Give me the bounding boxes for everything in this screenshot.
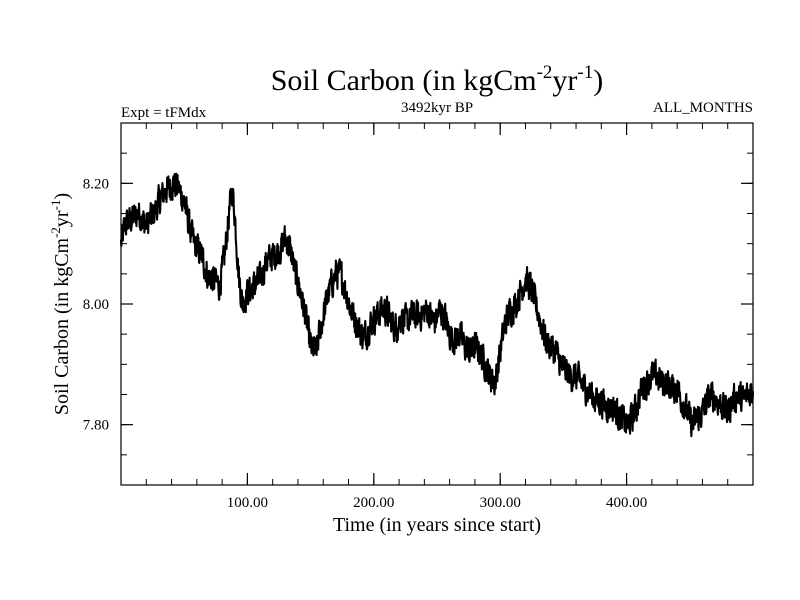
major-ticks [121, 123, 753, 485]
ylabel-mid: yr [51, 210, 73, 227]
chart-title: Soil Carbon (in kgCm-2yr-1) [271, 62, 604, 97]
x-tick-label: 100.00 [227, 495, 268, 511]
y-tick-label: 7.80 [83, 418, 109, 434]
x-tick-label: 300.00 [480, 495, 521, 511]
plot-frame [120, 122, 754, 486]
minor-ticks [121, 123, 753, 485]
x-axis-label: Time (in years since start) [333, 514, 541, 536]
y-tick-labels: 7.80 8.00 8.20 [83, 176, 109, 433]
months-label: ALL_MONTHS [653, 100, 753, 116]
ylabel-sup2: -1 [48, 200, 63, 211]
ylabel-close: ) [51, 193, 73, 200]
y-tick-label: 8.20 [83, 176, 109, 192]
soil-carbon-series-line [119, 172, 755, 438]
ylabel-sup1: -2 [48, 227, 63, 238]
title-main: Soil Carbon (in kgCm [271, 64, 537, 97]
ylabel-main: Soil Carbon (in kgCm [51, 237, 73, 415]
title-mid: yr [552, 64, 577, 97]
title-sup1: -2 [537, 62, 553, 83]
period-label: 3492kyr BP [401, 100, 473, 116]
title-sup2: -1 [577, 62, 593, 83]
y-tick-label: 8.00 [83, 297, 109, 313]
experiment-label: Expt = tFMdx [121, 105, 207, 121]
x-tick-labels: 100.00 200.00 300.00 400.00 [227, 495, 647, 511]
svg-text:Soil Carbon (in kgCm-2yr-1): Soil Carbon (in kgCm-2yr-1) [271, 62, 604, 97]
title-close: ) [593, 64, 603, 97]
x-tick-label: 400.00 [606, 495, 647, 511]
x-tick-label: 200.00 [353, 495, 394, 511]
y-axis-label: Soil Carbon (in kgCm-2yr-1) [48, 193, 73, 415]
